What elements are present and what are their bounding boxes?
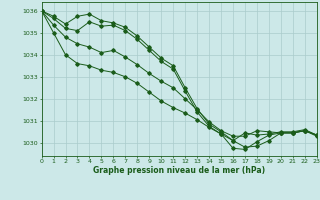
X-axis label: Graphe pression niveau de la mer (hPa): Graphe pression niveau de la mer (hPa) (93, 166, 265, 175)
